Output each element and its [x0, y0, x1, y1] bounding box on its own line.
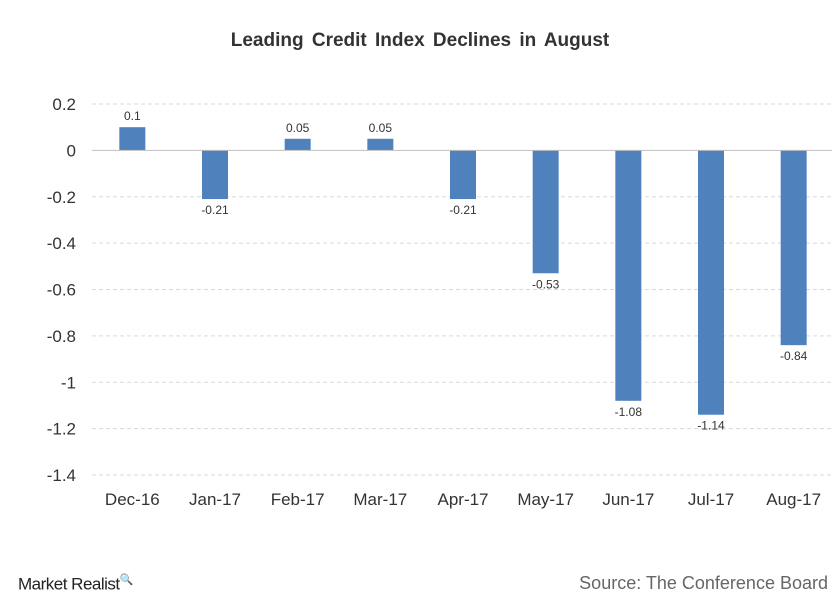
bar: [450, 150, 476, 200]
y-tick-label: -0.4: [47, 234, 76, 253]
data-label: -0.21: [449, 203, 477, 217]
magnifier-icon: 🔍: [119, 574, 134, 586]
bar: [615, 150, 642, 401]
data-label: 0.1: [124, 109, 141, 123]
data-label: -1.08: [615, 405, 643, 419]
data-label: -1.14: [697, 419, 725, 433]
data-label: 0.05: [286, 121, 310, 135]
data-label: -0.84: [780, 349, 808, 363]
data-label: -0.21: [201, 203, 229, 217]
y-tick-label: -0.2: [47, 188, 76, 207]
y-tick-label: -1.2: [47, 420, 76, 439]
x-tick-label: Jan-17: [189, 490, 241, 509]
bar: [367, 138, 394, 151]
x-tick-label: Aug-17: [766, 490, 821, 509]
x-tick-label: Mar-17: [353, 490, 407, 509]
y-tick-label: -0.8: [47, 327, 76, 346]
y-tick-label: -1.4: [47, 466, 76, 485]
y-tick-label: 0: [67, 141, 76, 160]
bar: [202, 150, 228, 200]
y-tick-label: -1: [61, 373, 76, 392]
data-label: -0.53: [532, 277, 560, 291]
bar: [780, 150, 807, 346]
bar: [532, 150, 559, 274]
bar: [698, 150, 724, 415]
bar: [119, 127, 146, 151]
x-tick-label: May-17: [517, 490, 574, 509]
bar: [284, 138, 311, 151]
x-tick-label: Jun-17: [602, 490, 654, 509]
source-note: Source: The Conference Board: [579, 573, 828, 593]
x-tick-label: Feb-17: [271, 490, 325, 509]
chart-title: Leading Credit Index Declines in August: [230, 30, 610, 51]
data-label: 0.05: [369, 121, 393, 135]
bar-chart: 0.2 0 -0.2 -0.4 -0.6 -0.8 -1 -1.2 -1.4 0.1 Dec-16 -…: [47, 95, 832, 509]
x-tick-label: Jul-17: [688, 490, 734, 509]
x-tick-label: Apr-17: [437, 490, 488, 509]
market-realist-logo: Market Realist🔍: [18, 573, 133, 595]
y-tick-label: 0.2: [52, 95, 76, 114]
x-tick-label: Dec-16: [105, 490, 160, 509]
logo-text: Market Realist: [18, 574, 120, 594]
y-tick-label: -0.6: [47, 281, 76, 300]
